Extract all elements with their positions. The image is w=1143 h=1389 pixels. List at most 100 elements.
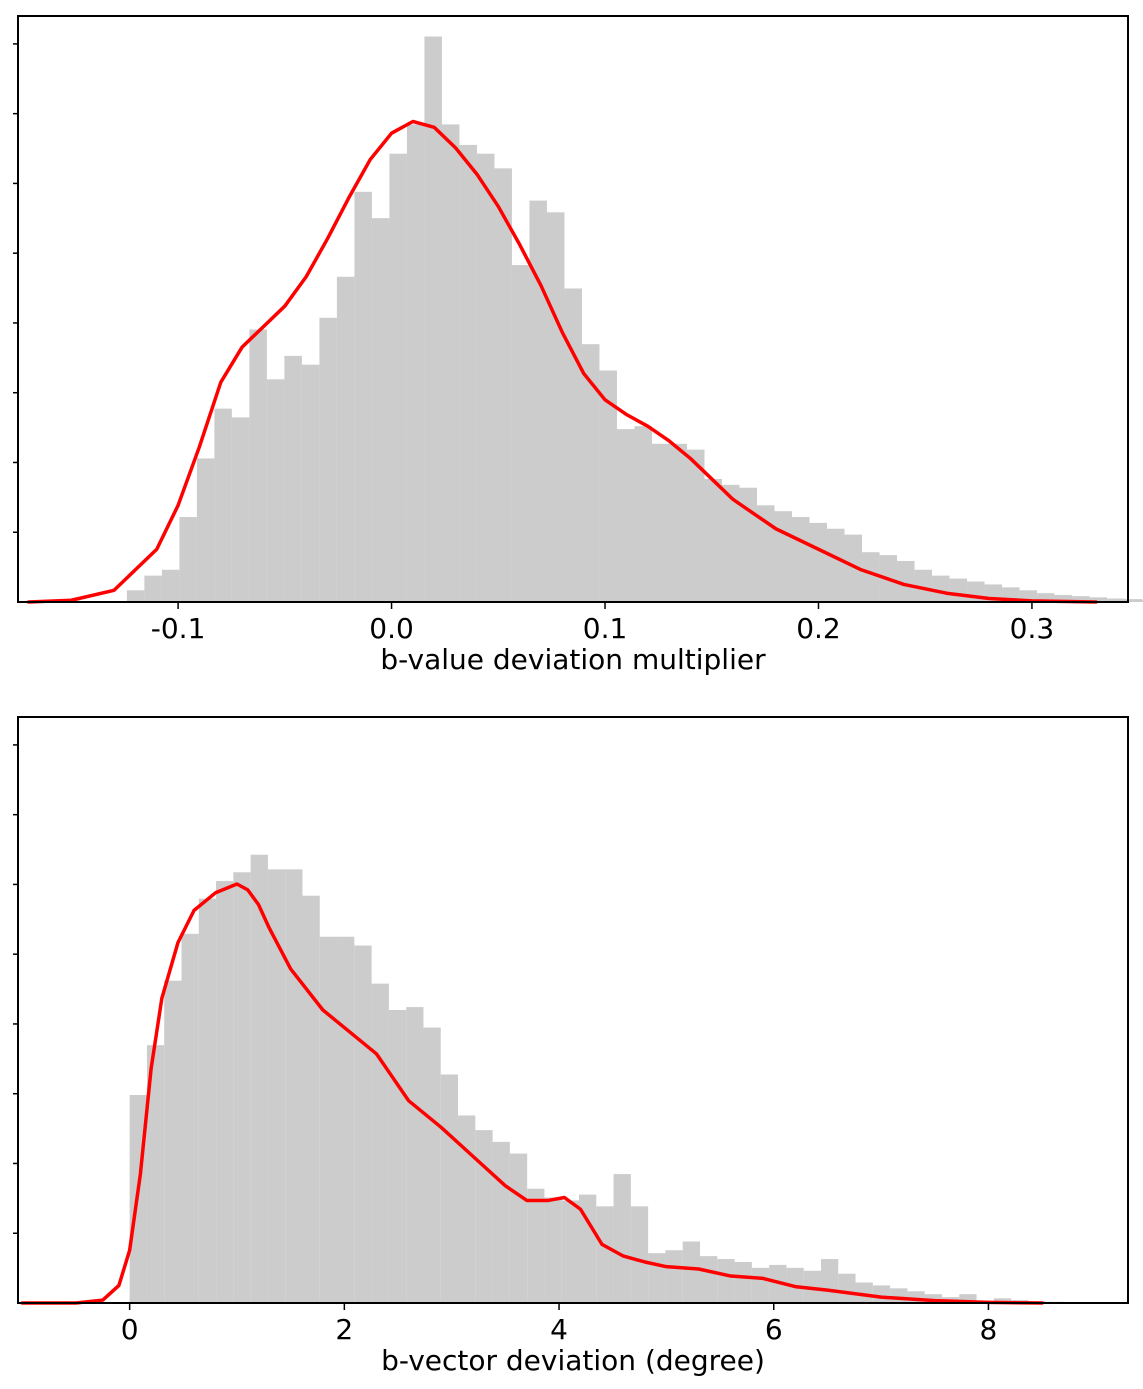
histogram-chart-bvalue: -0.1 0.0 0.1 0.2 0.3 b-value deviation multip… (13, 15, 1143, 676)
histogram-bar (907, 1291, 925, 1303)
x-axis-label: b-value deviation multiplier (380, 643, 766, 676)
histogram-bar (616, 429, 635, 602)
histogram-bar (1124, 599, 1143, 602)
histogram-bar (388, 1010, 407, 1303)
histogram-bar (844, 534, 863, 602)
histogram-bar (441, 124, 460, 602)
plot-frame (17, 716, 1129, 1304)
histogram-bar (820, 1259, 839, 1303)
histogram-bar (126, 590, 145, 602)
histogram-bar (739, 487, 758, 602)
x-tick-label: 2 (335, 1313, 353, 1346)
histogram-bar (1037, 593, 1055, 602)
histogram-bar (890, 1288, 908, 1303)
histogram-bar (406, 124, 425, 602)
histogram-chart-bvector: 0 2 4 6 8 b-vector deviation (degree) (13, 716, 1129, 1377)
x-tick-label: 0.1 (583, 612, 628, 645)
histogram-bar (774, 511, 793, 602)
histogram-bar (704, 478, 722, 602)
histogram-bar (266, 379, 285, 602)
histogram-bars (126, 36, 1143, 603)
kde-curve (20, 882, 1044, 1305)
histogram-bar (596, 1206, 614, 1303)
histogram-bar (164, 980, 182, 1303)
histogram-bar (458, 1115, 476, 1303)
histogram-bar (993, 1298, 1012, 1303)
histogram-bar (838, 1273, 856, 1303)
histogram-bar (544, 1197, 562, 1303)
histogram-bar (301, 364, 320, 602)
histogram-bar (1072, 596, 1090, 602)
histogram-bar (1019, 590, 1038, 602)
histogram-bar (855, 1282, 873, 1303)
histogram-bar (721, 484, 740, 602)
histogram-bar (686, 449, 705, 602)
histogram-bar (179, 517, 197, 602)
histogram-bar (665, 1250, 683, 1303)
histogram-bar (371, 983, 389, 1303)
histogram-bar (214, 408, 232, 602)
histogram-bar (959, 1294, 977, 1303)
histogram-bar (354, 191, 372, 603)
histogram-bar (337, 936, 355, 1303)
histogram-bar (757, 505, 775, 602)
histogram-bar (196, 458, 215, 602)
histogram-bar (406, 1007, 424, 1303)
histogram-bar (546, 212, 565, 602)
histogram-bar (354, 945, 372, 1303)
histogram-bar (751, 1267, 770, 1303)
histogram-bar (161, 569, 180, 602)
x-tick-label: 0.3 (1010, 612, 1055, 645)
histogram-bar (476, 153, 495, 602)
x-tick-label: 0.2 (796, 612, 841, 645)
histogram-bar (914, 569, 933, 602)
histogram-bar (509, 1153, 528, 1303)
x-tick-label: 8 (980, 1313, 998, 1346)
histogram-bar (924, 1294, 942, 1303)
histogram-bar (267, 869, 286, 1303)
histogram-bar (233, 872, 251, 1303)
histogram-bar (336, 276, 355, 602)
histogram-bar (897, 560, 915, 602)
histogram-bar (1089, 597, 1108, 602)
histogram-bar (579, 1194, 597, 1303)
histogram-bar (511, 265, 530, 602)
histogram-bar (529, 200, 547, 602)
histogram-bar (389, 153, 407, 602)
histogram-bar (651, 443, 670, 602)
histogram-bar (285, 869, 303, 1303)
histogram-bar (613, 1174, 631, 1303)
histogram-bar (527, 1188, 545, 1303)
histogram-bar (231, 417, 250, 602)
histogram-bar (630, 1206, 649, 1303)
histogram-bar (494, 168, 512, 603)
x-tick-label: -0.1 (151, 612, 206, 645)
histogram-bar (492, 1141, 510, 1303)
plot-frame (17, 15, 1129, 603)
histogram-bar (699, 1256, 718, 1303)
histogram-bar (250, 854, 268, 1303)
histogram-bar (249, 329, 267, 602)
histogram-bar (302, 895, 320, 1303)
histogram-bar (827, 528, 845, 602)
histogram-bar (932, 575, 950, 602)
histogram-bar (769, 1264, 787, 1303)
histogram-bar (872, 1285, 891, 1303)
histogram-bar (1054, 594, 1073, 602)
histogram-bar (181, 933, 199, 1303)
histogram-bar (284, 355, 302, 602)
histogram-bar (146, 1045, 165, 1303)
histogram-bar (423, 1027, 441, 1303)
histogram-bar (862, 552, 880, 602)
histogram-bar (599, 370, 617, 602)
histogram-bar (216, 881, 234, 1303)
x-tick-label: 0 (121, 1313, 139, 1346)
histogram-bar (792, 517, 810, 602)
histogram-bar (424, 36, 442, 602)
x-tick-label: 4 (550, 1313, 568, 1346)
histogram-bar (734, 1261, 752, 1303)
histogram-bar (459, 144, 477, 603)
x-axis-label: b-vector deviation (degree) (381, 1344, 765, 1377)
histogram-bar (717, 1259, 735, 1303)
